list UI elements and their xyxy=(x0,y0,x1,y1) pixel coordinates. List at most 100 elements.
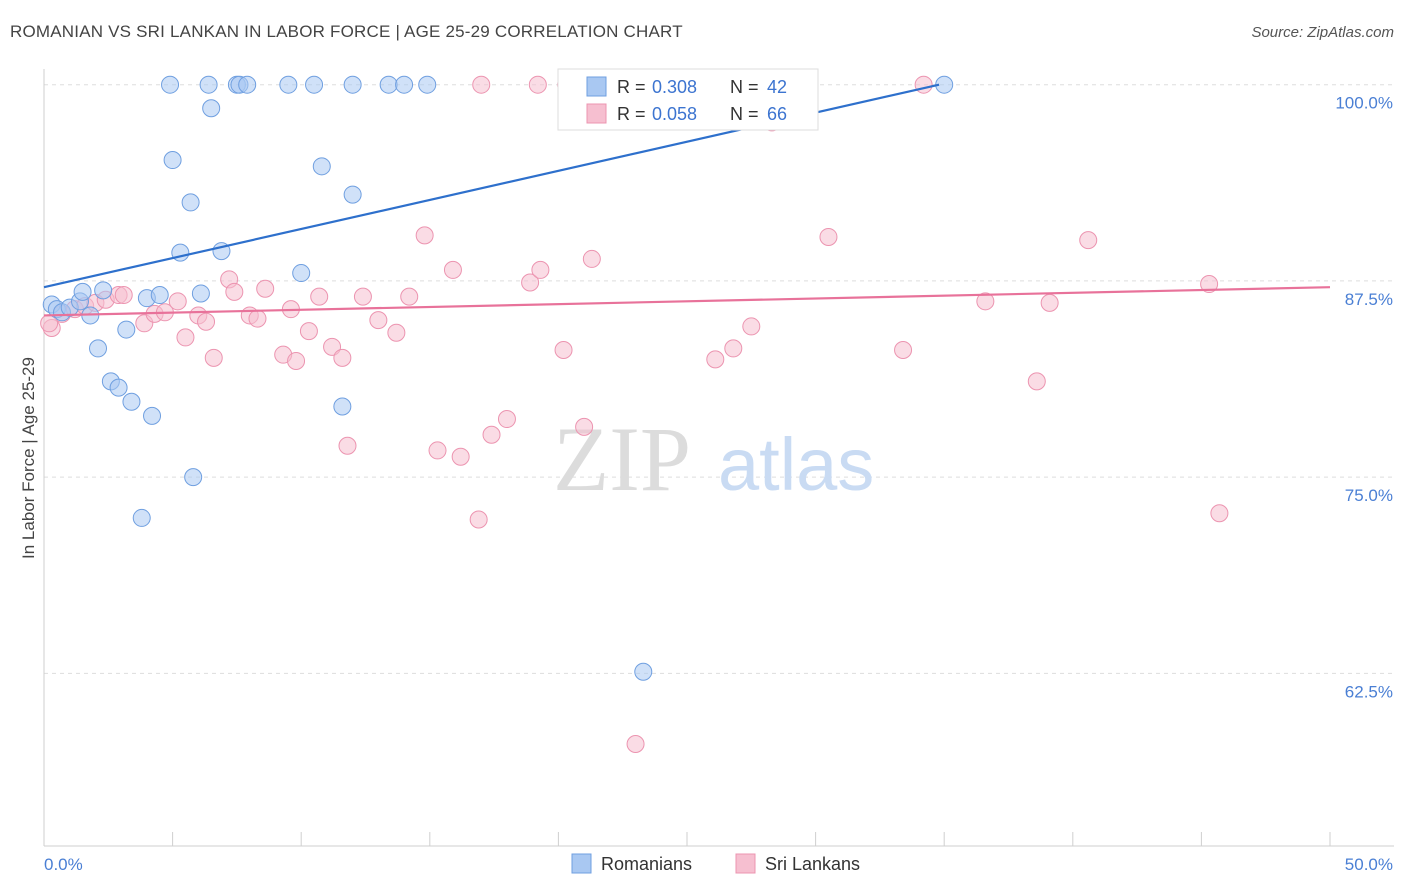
srilankans-point xyxy=(197,312,216,331)
srilankans-point xyxy=(819,227,838,246)
x-ticks xyxy=(43,832,1331,846)
romanians-point xyxy=(163,151,182,170)
romanians-n-value: 42 xyxy=(767,77,787,97)
srilankans-point xyxy=(225,282,244,301)
srilankans-point xyxy=(338,436,357,455)
srilankans-n-label: N = xyxy=(730,104,759,124)
y-tick-label: 100.0% xyxy=(1335,94,1393,113)
romanians-point xyxy=(292,264,311,283)
srilankans-point xyxy=(521,273,540,292)
srilankans-point xyxy=(176,328,195,347)
srilankans-point xyxy=(353,287,372,306)
legend-romanians-swatch xyxy=(571,853,592,874)
romanians-point xyxy=(122,392,141,411)
srilankans-point xyxy=(575,417,594,436)
srilankans-point xyxy=(369,311,388,330)
axes xyxy=(43,69,1394,847)
romanians-point xyxy=(191,284,210,303)
stats-legend: R = 0.308 N = 42 R = 0.058 N = 66 xyxy=(557,68,819,131)
watermark-zip: ZIP xyxy=(553,408,691,510)
srilankans-point xyxy=(706,350,725,369)
romanians-point xyxy=(150,286,169,305)
x-tick-label-max: 50.0% xyxy=(1345,855,1393,874)
romanians-point xyxy=(333,397,352,416)
romanians-point xyxy=(202,99,221,118)
grid-lines xyxy=(44,84,1394,674)
srilankans-point xyxy=(1040,293,1059,312)
srilankans-point xyxy=(469,510,488,529)
y-tick-labels: 100.0% 87.5% 75.0% 62.5% xyxy=(1335,94,1393,702)
series-legend: Romanians Sri Lankans xyxy=(571,853,860,874)
srilankans-point xyxy=(497,410,516,429)
srilankans-point xyxy=(1200,275,1219,294)
srilankans-point xyxy=(894,340,913,359)
romanians-points xyxy=(42,75,954,681)
srilankans-point xyxy=(310,287,329,306)
srilankans-point xyxy=(976,292,995,311)
chart-title: ROMANIAN VS SRI LANKAN IN LABOR FORCE | … xyxy=(10,22,683,41)
srilankans-point xyxy=(531,260,550,279)
x-tick-label-min: 0.0% xyxy=(44,855,83,874)
srilankans-point xyxy=(415,226,434,245)
romanians-point xyxy=(395,75,414,94)
y-axis-label: In Labor Force | Age 25-29 xyxy=(19,357,38,559)
srilankans-point xyxy=(554,340,573,359)
srilankans-point xyxy=(299,322,318,341)
srilankans-point xyxy=(482,425,501,444)
romanians-point xyxy=(161,75,180,94)
srilankans-point xyxy=(323,337,342,356)
srilankans-point xyxy=(582,249,601,268)
romanians-point xyxy=(89,339,108,358)
srilankans-point xyxy=(256,279,275,298)
srilankans-point xyxy=(287,351,306,370)
srilankans-point xyxy=(248,309,267,328)
romanians-point xyxy=(181,193,200,212)
srilankans-swatch xyxy=(586,103,607,124)
srilankans-r-value: 0.058 xyxy=(652,104,697,124)
y-tick-label: 87.5% xyxy=(1345,290,1393,309)
romanians-n-label: N = xyxy=(730,77,759,97)
srilankans-point xyxy=(168,292,187,311)
romanians-point xyxy=(199,75,218,94)
srilankans-point xyxy=(333,348,352,367)
srilankans-point xyxy=(724,339,743,358)
legend-srilankans-label: Sri Lankans xyxy=(765,854,860,874)
srilankans-point xyxy=(528,75,547,94)
romanians-point xyxy=(117,320,136,339)
srilankans-point xyxy=(387,323,406,342)
romanians-point xyxy=(132,508,151,527)
y-tick-label: 75.0% xyxy=(1345,486,1393,505)
srilankans-r-label: R = xyxy=(617,104,646,124)
romanians-point xyxy=(343,75,362,94)
srilankans-point xyxy=(204,348,223,367)
srilankans-trend-line xyxy=(43,286,1331,317)
romanians-point xyxy=(379,75,398,94)
romanians-point xyxy=(94,281,113,300)
srilankans-point xyxy=(626,734,645,753)
srilankans-point xyxy=(443,260,462,279)
srilankans-point xyxy=(114,286,133,305)
srilankans-point xyxy=(451,447,470,466)
romanians-point xyxy=(634,662,653,681)
srilankans-point xyxy=(1027,372,1046,391)
romanians-point xyxy=(279,75,298,94)
romanians-point xyxy=(109,378,128,397)
romanians-r-value: 0.308 xyxy=(652,77,697,97)
romanians-swatch xyxy=(586,76,607,97)
legend-srilankans-swatch xyxy=(735,853,756,874)
srilankans-point xyxy=(428,441,447,460)
romanians-r-label: R = xyxy=(617,77,646,97)
romanians-point xyxy=(73,282,92,301)
watermark: ZIP atlas xyxy=(553,408,874,510)
romanians-point xyxy=(184,468,203,487)
romanians-point xyxy=(418,75,437,94)
srilankans-point xyxy=(400,287,419,306)
srilankans-point xyxy=(742,317,761,336)
romanians-point xyxy=(305,75,324,94)
watermark-atlas: atlas xyxy=(718,423,874,506)
legend-romanians-label: Romanians xyxy=(601,854,692,874)
source-label: Source: ZipAtlas.com xyxy=(1251,24,1394,41)
y-tick-label: 62.5% xyxy=(1345,682,1393,701)
romanians-point xyxy=(238,75,257,94)
